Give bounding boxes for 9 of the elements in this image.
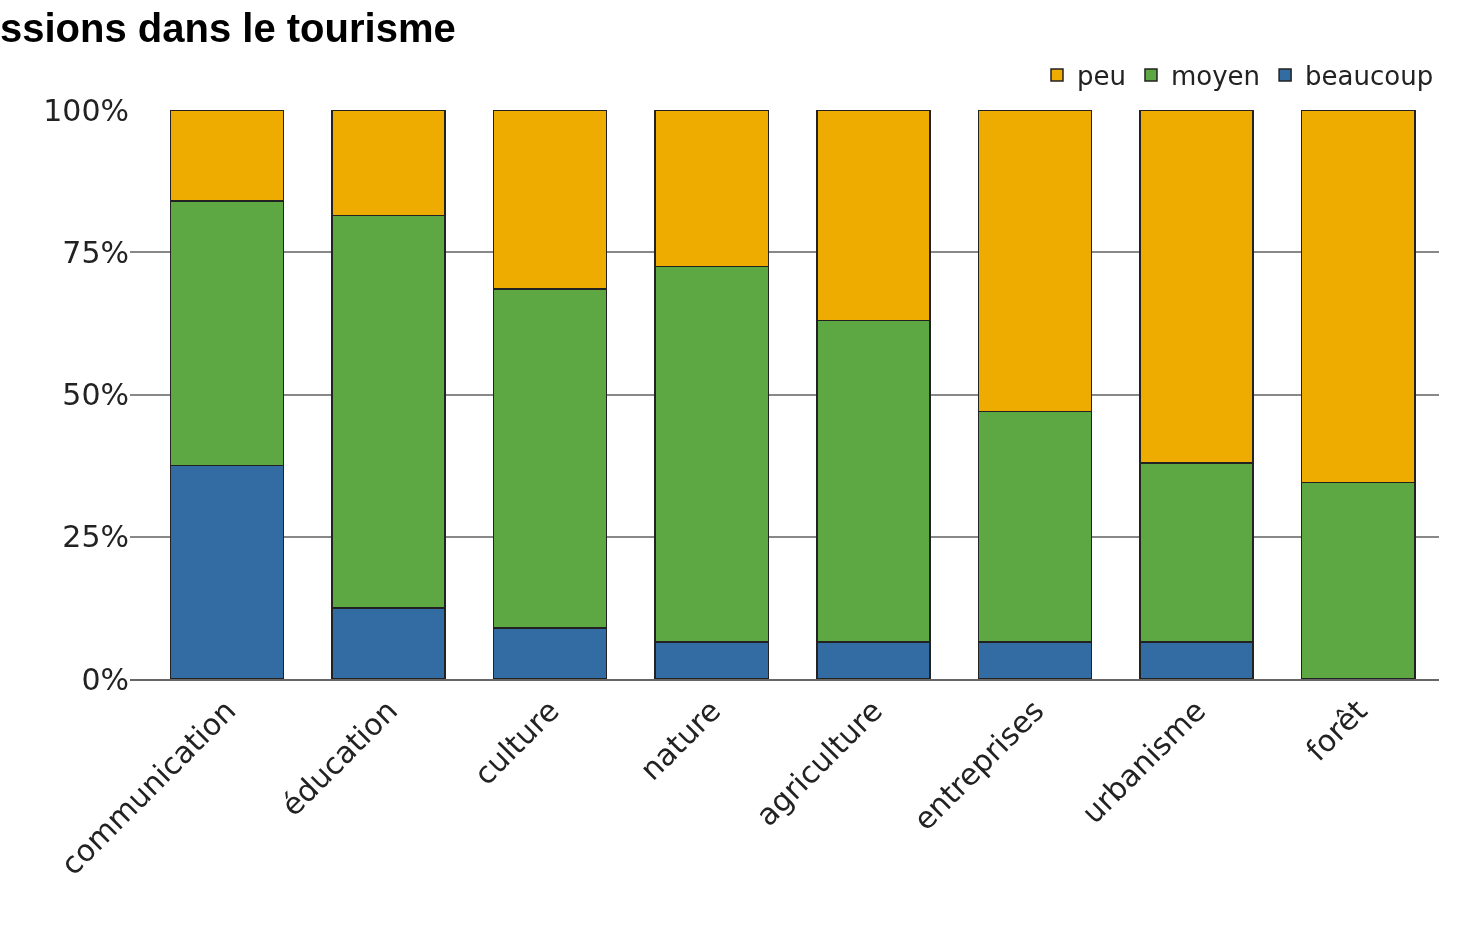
y-tick-label: 75%: [62, 234, 129, 270]
legend-label: beaucoup: [1305, 61, 1434, 92]
legend-label: moyen: [1170, 61, 1261, 92]
legend-label: peu: [1077, 61, 1126, 92]
y-tick-label: 100%: [43, 92, 129, 128]
y-tick-label: 0%: [81, 661, 129, 697]
chart-title: ssions dans le tourisme: [0, 6, 456, 51]
y-tick-label: 25%: [62, 519, 129, 555]
y-tick-label: 50%: [62, 377, 129, 412]
